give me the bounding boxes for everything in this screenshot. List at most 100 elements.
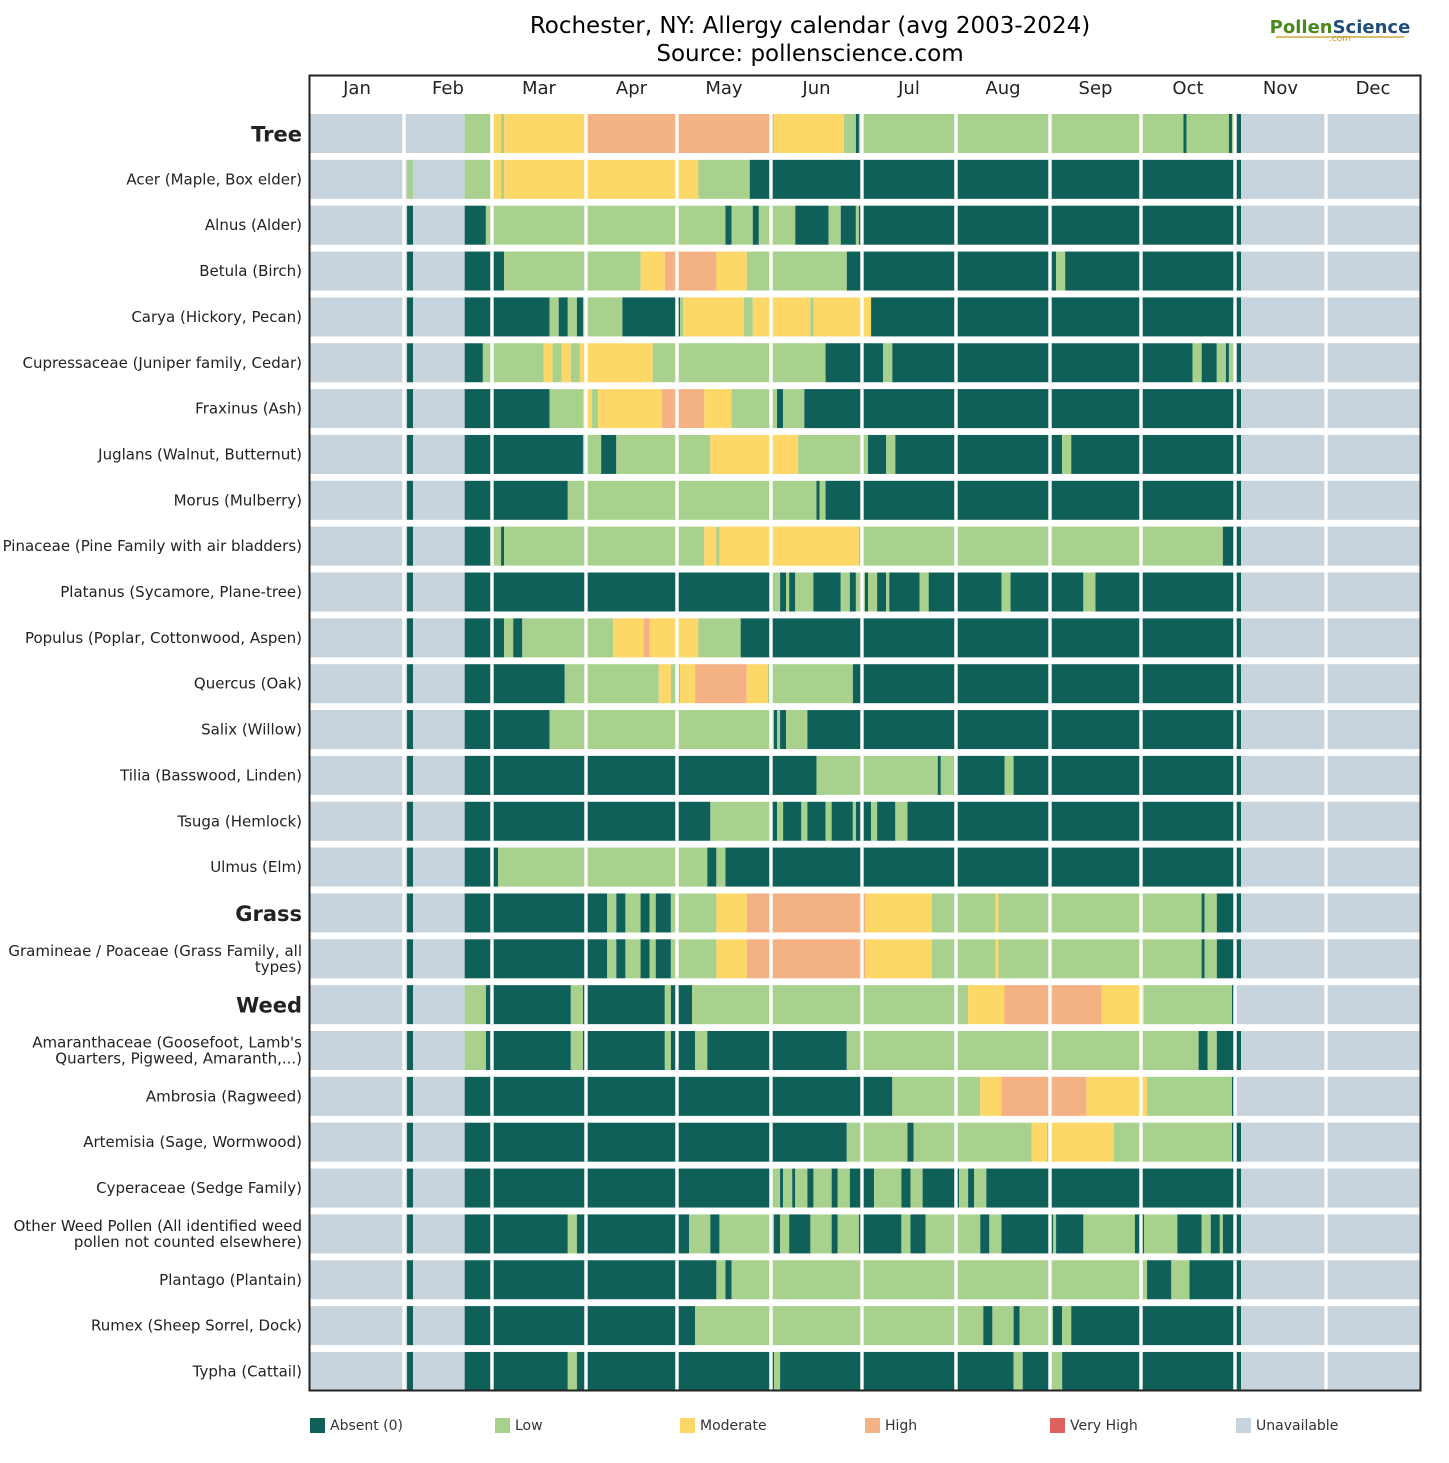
calendar-row: Grass xyxy=(235,893,1420,933)
calendar-row: Artemisia (Sage, Wormwood) xyxy=(83,1122,1420,1162)
month-divider xyxy=(1233,939,1237,979)
legend-swatch xyxy=(1050,1418,1065,1433)
month-divider xyxy=(584,1076,588,1116)
calendar-row: Platanus (Sycamore, Plane-tree) xyxy=(60,572,1420,612)
level-segment xyxy=(464,618,505,658)
level-segment xyxy=(855,114,859,153)
level-segment xyxy=(413,480,465,520)
level-segment xyxy=(752,297,811,337)
level-segment xyxy=(901,1168,911,1208)
level-segment xyxy=(807,710,1242,750)
level-segment xyxy=(1065,251,1242,291)
level-segment xyxy=(980,1214,990,1254)
level-segment xyxy=(310,114,465,153)
month-divider xyxy=(1139,114,1143,153)
month-divider xyxy=(1048,343,1052,383)
month-divider xyxy=(584,893,588,933)
level-segment xyxy=(716,893,747,933)
month-divider xyxy=(490,847,494,887)
level-segment xyxy=(310,847,408,887)
level-segment xyxy=(491,114,502,153)
logo-text: PollenScience xyxy=(1270,17,1411,38)
calendar-row: Betula (Birch) xyxy=(199,251,1420,291)
month-divider xyxy=(402,985,406,1025)
level-segment xyxy=(1013,755,1242,795)
level-segment xyxy=(1144,985,1232,1025)
level-segment xyxy=(807,1168,814,1208)
month-divider xyxy=(584,801,588,841)
level-segment xyxy=(567,480,817,520)
level-segment xyxy=(1241,251,1420,291)
month-divider xyxy=(675,618,679,658)
month-divider xyxy=(584,755,588,795)
legend-swatch xyxy=(865,1418,880,1433)
month-divider xyxy=(402,114,406,153)
level-segment xyxy=(752,205,759,245)
level-segment xyxy=(1216,1031,1242,1070)
month-divider xyxy=(584,251,588,291)
level-segment xyxy=(1004,755,1014,795)
level-segment xyxy=(707,847,717,887)
month-divider xyxy=(860,801,864,841)
level-segment xyxy=(774,710,778,750)
level-segment xyxy=(819,480,826,520)
month-divider xyxy=(675,664,679,704)
level-segment xyxy=(464,1214,568,1254)
month-divider xyxy=(675,893,679,933)
level-segment xyxy=(310,755,408,795)
month-divider xyxy=(584,434,588,474)
level-segment xyxy=(576,297,583,337)
month-divider xyxy=(584,847,588,887)
month-divider xyxy=(1233,1351,1237,1391)
level-segment xyxy=(868,434,887,474)
legend-swatch xyxy=(310,1418,325,1433)
month-divider xyxy=(584,205,588,245)
month-divider xyxy=(1233,1168,1237,1208)
month-divider xyxy=(1233,251,1237,291)
calendar-row: Pinaceae (Pine Family with air bladders) xyxy=(3,526,1420,566)
pollenscience-logo: PollenScience .com xyxy=(1270,17,1411,44)
level-segment xyxy=(513,618,523,658)
level-segment xyxy=(310,985,408,1025)
month-divider xyxy=(490,205,494,245)
level-segment xyxy=(831,1168,838,1208)
level-segment xyxy=(1241,1306,1420,1346)
month-divider xyxy=(402,1260,406,1300)
month-divider xyxy=(1233,434,1237,474)
month-divider xyxy=(1233,1306,1237,1346)
level-segment xyxy=(683,297,744,337)
level-segment xyxy=(570,1031,583,1070)
level-segment xyxy=(1053,1214,1057,1254)
level-segment xyxy=(310,893,408,933)
month-divider xyxy=(1233,572,1237,612)
month-divider xyxy=(490,1214,494,1254)
level-segment xyxy=(564,664,659,704)
month-label: Sep xyxy=(1079,78,1113,99)
level-segment xyxy=(1241,480,1420,520)
level-segment xyxy=(1013,1306,1020,1346)
month-divider xyxy=(584,572,588,612)
level-segment xyxy=(413,1260,465,1300)
month-divider xyxy=(490,1306,494,1346)
month-divider xyxy=(584,1351,588,1391)
month-divider xyxy=(1324,893,1328,933)
level-segment xyxy=(1001,572,1011,612)
month-divider xyxy=(584,710,588,750)
month-divider xyxy=(1233,297,1237,337)
level-segment xyxy=(1050,1351,1063,1391)
month-divider xyxy=(860,526,864,566)
month-divider xyxy=(1048,664,1052,704)
level-segment xyxy=(407,755,414,795)
level-segment xyxy=(1201,343,1217,383)
level-segment xyxy=(485,1031,571,1070)
row-label: Typha (Cattail) xyxy=(192,1362,302,1380)
level-segment xyxy=(774,114,844,153)
month-divider xyxy=(490,389,494,429)
level-segment xyxy=(858,1214,902,1254)
level-segment xyxy=(804,389,1242,429)
month-divider xyxy=(860,343,864,383)
level-segment xyxy=(786,572,790,612)
month-divider xyxy=(584,939,588,979)
calendar-row: Cupressaceae (Juniper family, Cedar) xyxy=(23,343,1420,383)
level-segment xyxy=(919,572,929,612)
